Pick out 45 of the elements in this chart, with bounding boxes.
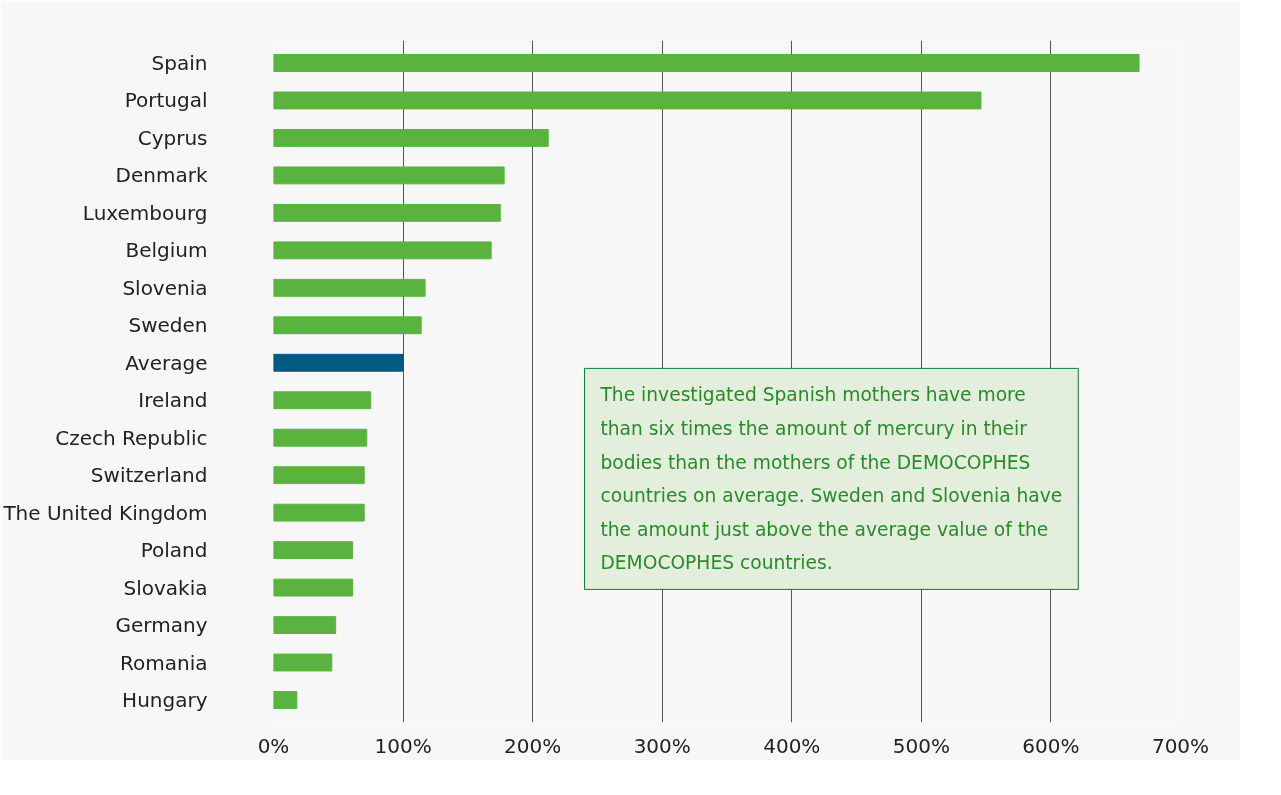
bar [273, 653, 333, 672]
y-tick-label: Poland [140, 538, 208, 563]
bar [273, 316, 422, 335]
annotation: The investigated Spanish mothers have more than six times the amount of mercury in their bodies than the mothers of the DEMOCOPHES countries on average. Sweden and Slovenia have the amount just above the average value of the DEMOCOPHES countries. [599, 384, 1063, 574]
y-tick-label: Slovenia [122, 275, 208, 300]
y-tick-label: Ireland [138, 388, 208, 413]
y-tick-label: Average [125, 350, 208, 375]
bar [273, 691, 298, 709]
x-tick-label: 100% [374, 733, 432, 758]
y-tick-label: Czech Republic [55, 425, 208, 450]
bar [273, 541, 354, 560]
y-tick-label: The United Kingdom [2, 500, 208, 525]
y-tick-label: Germany [115, 613, 208, 638]
y-tick-label: Denmark [115, 163, 208, 188]
x-tick-label: 400% [763, 733, 821, 758]
y-tick-label: Romania [120, 650, 208, 675]
bar [273, 578, 354, 597]
bar [273, 166, 505, 185]
bar [273, 428, 368, 447]
x-tick-label: 500% [892, 733, 950, 758]
y-tick-label: Portugal [124, 88, 208, 113]
bar [273, 278, 426, 297]
bar [273, 203, 501, 222]
x-tick-label: 300% [633, 733, 691, 758]
bar [273, 503, 365, 522]
bar [273, 466, 365, 485]
bar [273, 616, 337, 634]
y-tick-label: Spain [151, 50, 208, 75]
y-tick-label: Luxembourg [82, 200, 208, 225]
bar [273, 391, 372, 410]
bar [273, 54, 1140, 72]
x-tick-label: 0% [257, 733, 290, 758]
x-tick-label: 600% [1022, 733, 1080, 758]
y-tick-label: Cyprus [137, 125, 208, 150]
y-tick-label: Slovakia [123, 575, 208, 600]
x-tick-label: 700% [1151, 733, 1210, 758]
bar [273, 91, 982, 110]
y-tick-label: Switzerland [90, 463, 208, 488]
bar [273, 129, 549, 147]
y-tick-label: Belgium [125, 238, 208, 263]
bar [273, 241, 492, 260]
bar [273, 353, 404, 372]
y-tick-label: Hungary [122, 688, 208, 713]
y-tick-label: Sweden [128, 313, 208, 338]
x-tick-label: 200% [504, 733, 562, 758]
